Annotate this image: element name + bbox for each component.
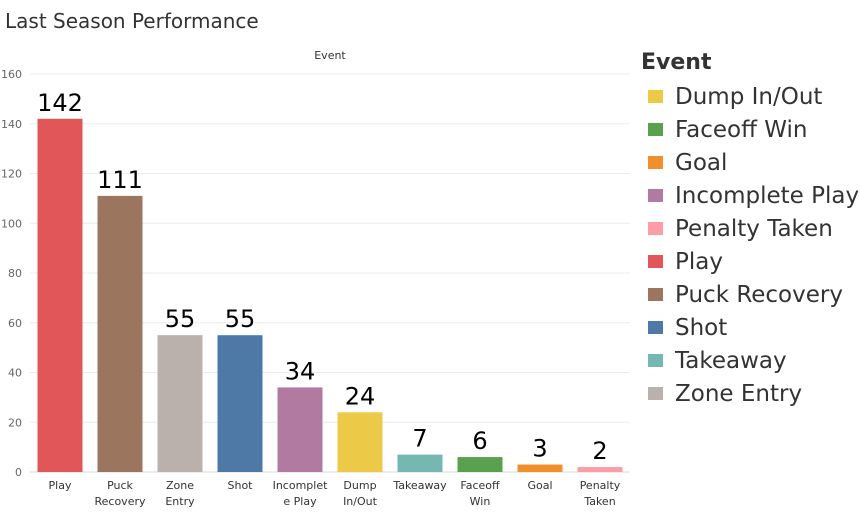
data-label: 2 bbox=[592, 437, 607, 465]
legend-item[interactable]: Incomplete Play bbox=[648, 179, 859, 212]
legend-swatch bbox=[648, 321, 663, 334]
y-tick-label: 140 bbox=[1, 118, 22, 131]
bar[interactable] bbox=[277, 387, 323, 472]
legend-title: Event bbox=[641, 50, 712, 75]
legend-item[interactable]: Zone Entry bbox=[648, 377, 859, 410]
legend-item[interactable]: Takeaway bbox=[648, 344, 859, 377]
legend-swatch bbox=[648, 255, 663, 268]
data-label: 6 bbox=[472, 427, 487, 455]
legend-item[interactable]: Puck Recovery bbox=[648, 278, 859, 311]
legend-item[interactable]: Goal bbox=[648, 146, 859, 179]
x-tick-label: Faceoff bbox=[460, 479, 500, 492]
bar[interactable] bbox=[397, 454, 443, 472]
bar[interactable] bbox=[577, 467, 623, 472]
data-label: 3 bbox=[532, 435, 547, 463]
column-header: Event bbox=[314, 49, 346, 62]
legend-swatch bbox=[648, 123, 663, 136]
legend-label: Goal bbox=[675, 149, 728, 176]
x-tick-label: Entry bbox=[165, 495, 195, 508]
bar-chart: Event 0 20 40 60 80 100 120 140 160 142 Play 111 Puck… bbox=[1, 49, 630, 508]
legend-item[interactable]: Faceoff Win bbox=[648, 113, 859, 146]
legend-item[interactable]: Dump In/Out bbox=[648, 80, 859, 113]
legend-label: Incomplete Play bbox=[675, 182, 860, 209]
legend-swatch bbox=[648, 156, 663, 169]
bar[interactable] bbox=[457, 457, 503, 472]
legend-label: Dump In/Out bbox=[675, 83, 823, 110]
legend-swatch bbox=[648, 90, 663, 103]
y-tick-label: 80 bbox=[8, 267, 22, 280]
bar[interactable] bbox=[97, 195, 143, 472]
data-label: 7 bbox=[412, 425, 427, 453]
bar[interactable] bbox=[337, 412, 383, 472]
y-tick-label: 0 bbox=[15, 466, 22, 479]
y-tick-label: 100 bbox=[1, 217, 22, 230]
legend-item[interactable]: Play bbox=[648, 245, 859, 278]
data-label: 55 bbox=[225, 305, 256, 333]
legend-swatch bbox=[648, 354, 663, 367]
legend-label: Play bbox=[675, 248, 723, 275]
legend-label: Penalty Taken bbox=[675, 215, 833, 242]
y-tick-label: 20 bbox=[8, 416, 22, 429]
y-tick-label: 60 bbox=[8, 317, 22, 330]
legend-swatch bbox=[648, 222, 663, 235]
x-tick-label: In/Out bbox=[343, 495, 378, 508]
x-tick-label: Zone bbox=[166, 479, 194, 492]
legend-label: Puck Recovery bbox=[675, 281, 843, 308]
bar[interactable] bbox=[217, 335, 263, 472]
bar[interactable] bbox=[37, 118, 83, 473]
bar[interactable] bbox=[517, 464, 563, 472]
data-label: 55 bbox=[165, 305, 196, 333]
x-tick-label: Recovery bbox=[94, 495, 145, 508]
legend-item[interactable]: Penalty Taken bbox=[648, 212, 859, 245]
x-tick-label: Taken bbox=[583, 495, 615, 508]
x-tick-label: Play bbox=[49, 479, 72, 492]
legend-label: Faceoff Win bbox=[675, 116, 808, 143]
bar[interactable] bbox=[157, 335, 203, 472]
legend-label: Takeaway bbox=[675, 347, 787, 374]
legend: Dump In/Out Faceoff Win Goal Incomplete Pla… bbox=[648, 80, 859, 410]
chart-title: Last Season Performance bbox=[5, 9, 259, 33]
legend-swatch bbox=[648, 189, 663, 202]
x-tick-label: Goal bbox=[527, 479, 552, 492]
x-tick-label: Penalty bbox=[580, 479, 621, 492]
data-label: 24 bbox=[345, 382, 376, 410]
legend-item[interactable]: Shot bbox=[648, 311, 859, 344]
x-tick-label: Puck bbox=[107, 479, 133, 492]
x-tick-label: e Play bbox=[283, 495, 317, 508]
y-tick-label: 160 bbox=[1, 68, 22, 81]
legend-swatch bbox=[648, 387, 663, 400]
data-label: 111 bbox=[97, 166, 143, 194]
y-tick-label: 120 bbox=[1, 168, 22, 181]
legend-label: Shot bbox=[675, 314, 728, 341]
x-tick-label: Shot bbox=[228, 479, 254, 492]
data-label: 34 bbox=[285, 357, 316, 385]
legend-label: Zone Entry bbox=[675, 380, 803, 407]
x-tick-label: Incomplet bbox=[273, 479, 329, 492]
y-tick-label: 40 bbox=[8, 367, 22, 380]
x-tick-label: Takeaway bbox=[392, 479, 447, 492]
legend-swatch bbox=[648, 288, 663, 301]
x-tick-label: Dump bbox=[343, 479, 376, 492]
data-label: 142 bbox=[37, 89, 83, 117]
x-tick-label: Win bbox=[470, 495, 491, 508]
